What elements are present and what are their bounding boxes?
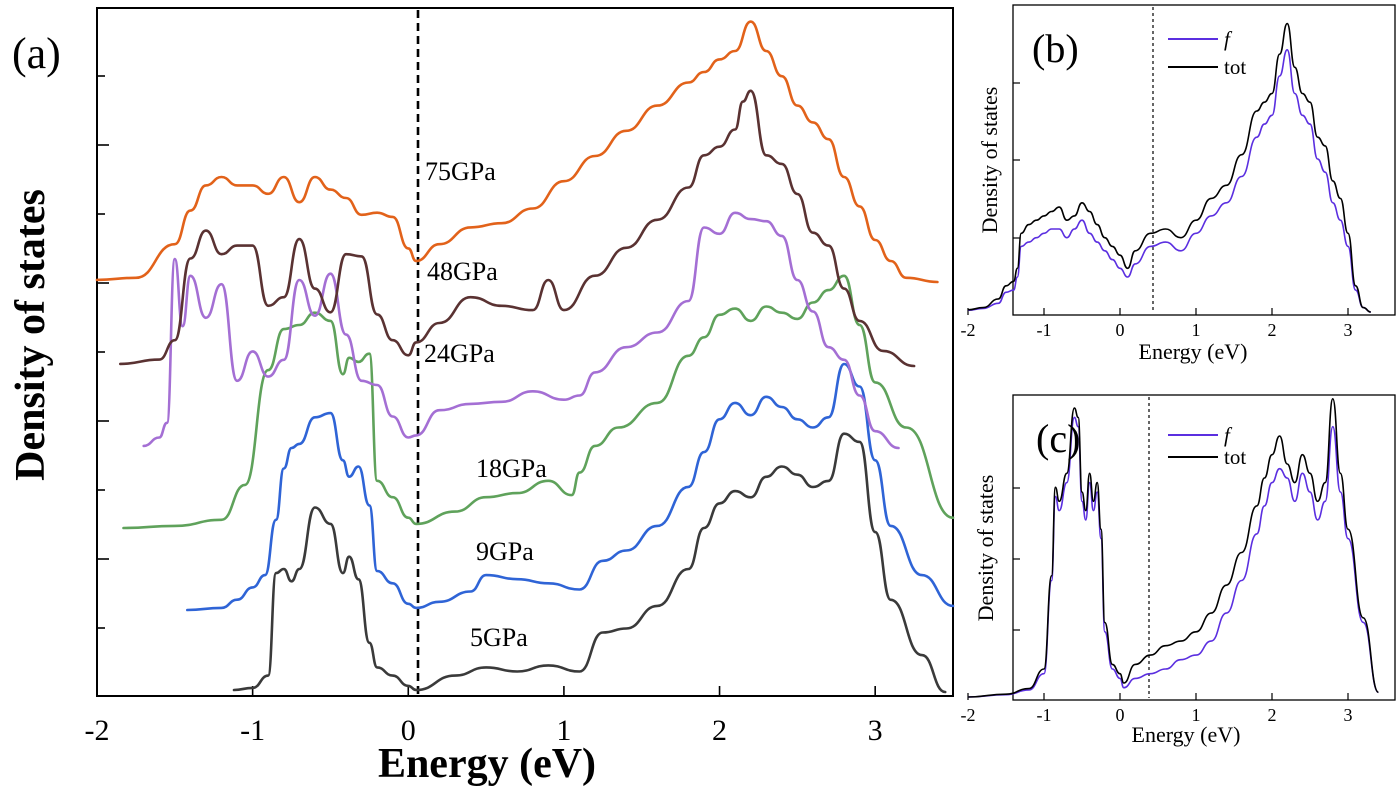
series-line-5gpa	[232, 432, 947, 694]
label-48gpa: 48GPa	[427, 257, 498, 286]
x-tick-label: 0	[1116, 320, 1125, 340]
series-line-tot	[967, 398, 1380, 698]
panel-a-xlabel: Energy (eV)	[378, 741, 596, 787]
panel-b: -2 -1 0 1 2 3 (b) f tot Energy (eV) Density o…	[961, 4, 1396, 364]
panel-a-y-ticks	[97, 75, 109, 629]
x-tick-label: 2	[712, 714, 727, 747]
x-tick-label: 1	[1192, 320, 1201, 340]
label-9gpa: 9GPa	[476, 537, 534, 566]
panel-b-label: (b)	[1032, 26, 1079, 71]
panel-c: -2 -1 0 1 2 3 (c) f tot Energy (eV) Density o…	[961, 394, 1396, 747]
panel-c-xlabel: Energy (eV)	[1132, 722, 1241, 747]
panel-a: -2 -1 0 1 2 3 (a) Energy (eV) Density of stat…	[8, 7, 955, 787]
x-tick-label: 3	[1344, 320, 1353, 340]
panel-b-xlabel: Energy (eV)	[1139, 339, 1248, 364]
legend-b-f-label: f	[1224, 27, 1233, 51]
x-tick-label: 0	[401, 714, 416, 747]
x-tick-label: -1	[1037, 320, 1052, 340]
series-line-18gpa	[122, 274, 955, 530]
panel-a-frame	[96, 7, 954, 697]
x-tick-label: 0	[1116, 705, 1125, 725]
panel-a-curves	[95, 20, 955, 694]
legend-c-f-label: f	[1224, 423, 1233, 447]
panel-c-ylabel: Density of states	[973, 475, 998, 622]
x-tick-label: 3	[868, 714, 883, 747]
panel-c-label: (c)	[1036, 416, 1080, 461]
panel-b-ylabel: Density of states	[977, 87, 1002, 234]
x-tick-label: 3	[1344, 705, 1353, 725]
panel-a-x-ticks: -2 -1 0 1 2 3	[85, 686, 883, 747]
label-24gpa: 24GPa	[424, 339, 495, 368]
x-tick-label: -2	[961, 705, 976, 725]
panel-b-curves	[967, 22, 1371, 313]
series-line-75gpa	[95, 20, 939, 284]
panel-b-y-ticks	[1013, 82, 1020, 239]
legend-b-tot-label: tot	[1224, 55, 1246, 79]
series-line-24gpa	[142, 211, 900, 450]
x-tick-label: -1	[1037, 705, 1052, 725]
series-line-9gpa	[186, 362, 955, 612]
label-18gpa: 18GPa	[476, 454, 547, 483]
label-75gpa: 75GPa	[425, 157, 496, 186]
panel-c-frame	[1012, 394, 1396, 701]
x-tick-label: -2	[85, 714, 110, 747]
panel-a-label: (a)	[12, 29, 61, 78]
series-line-48gpa	[119, 89, 916, 368]
x-tick-label: 2	[1268, 320, 1277, 340]
x-tick-label: 1	[556, 714, 571, 747]
x-tick-label: 1	[1192, 705, 1201, 725]
series-line-f	[967, 416, 1380, 698]
x-tick-label: -2	[961, 320, 976, 340]
panel-c-y-ticks	[1013, 487, 1020, 631]
label-5gpa: 5GPa	[470, 623, 528, 652]
panel-a-ylabel: Density of states	[8, 189, 54, 481]
x-tick-label: 2	[1268, 705, 1277, 725]
legend-c-tot-label: tot	[1224, 445, 1246, 469]
panel-b-x-ticks: -2 -1 0 1 2 3	[961, 308, 1353, 340]
panel-c-x-ticks: -2 -1 0 1 2 3	[961, 693, 1353, 725]
panel-c-curves	[967, 398, 1380, 698]
series-line-tot	[967, 22, 1371, 313]
x-tick-label: -1	[240, 714, 265, 747]
series-line-f	[967, 49, 1371, 313]
